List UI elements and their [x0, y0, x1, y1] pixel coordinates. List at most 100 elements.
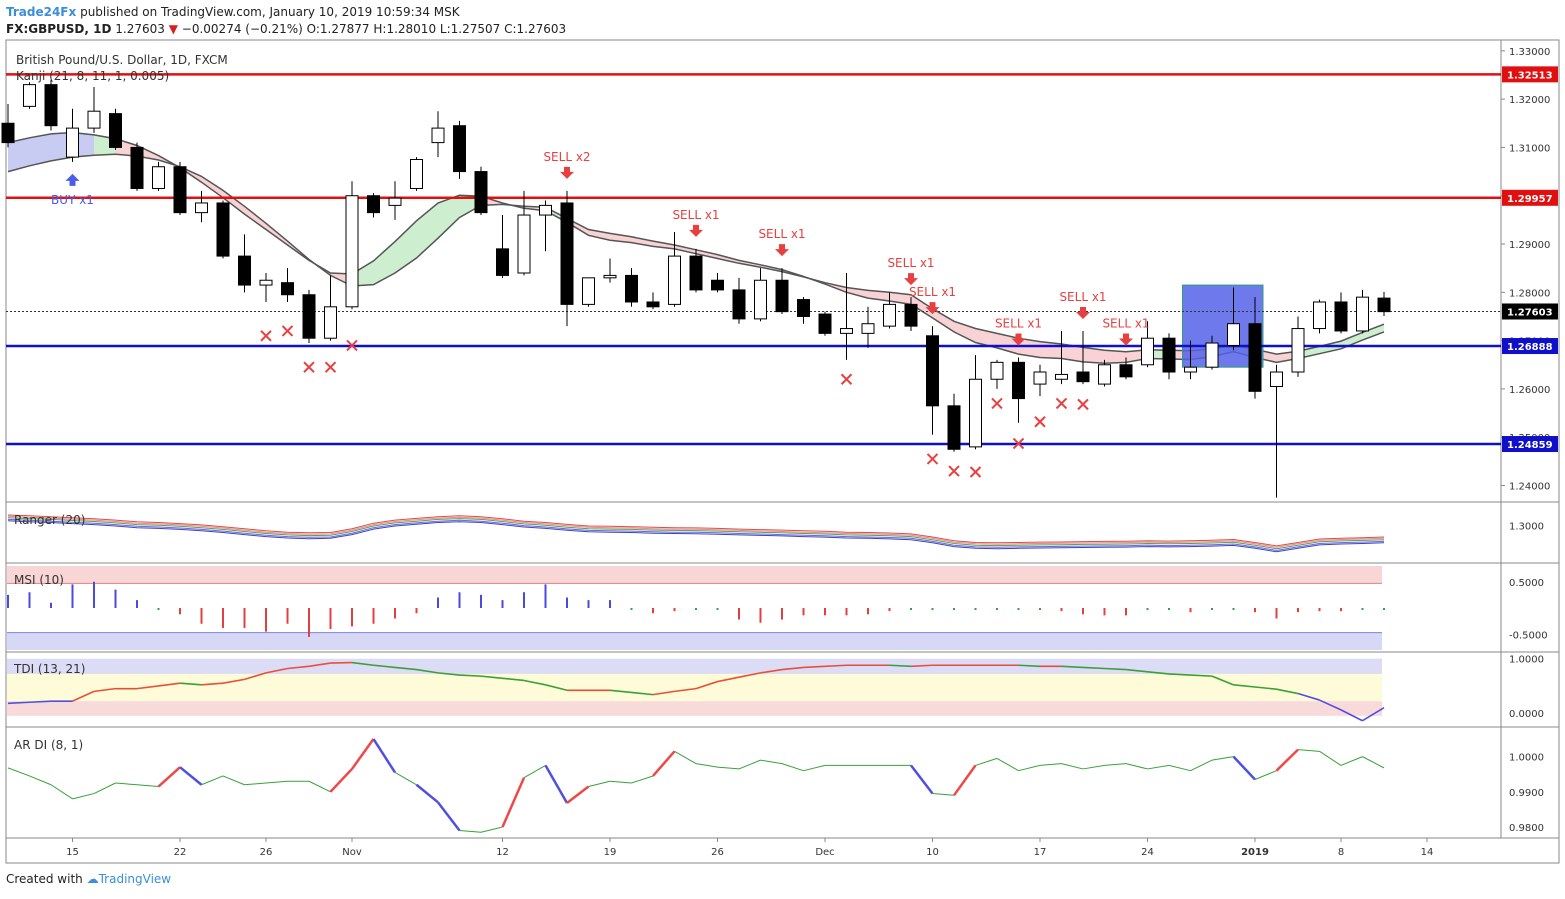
bearish-candle [216, 202, 230, 257]
sell-arrow-icon [1076, 306, 1090, 319]
cloud-segment [373, 241, 395, 285]
ardi-line-segment [975, 757, 998, 766]
resistance-price-label: 1.32513 [1507, 70, 1553, 81]
stop-cross-icon [1012, 437, 1025, 450]
cloud-segment [1341, 332, 1363, 349]
tdi-line-segment [1125, 668, 1148, 673]
ardi-line-segment [1125, 763, 1148, 770]
cloud-segment [932, 308, 954, 332]
cloud-segment [1083, 347, 1105, 364]
tdi-line-segment [717, 676, 740, 683]
ardi-line-segment [415, 783, 439, 804]
tdi-line-segment [265, 667, 288, 674]
bullish-candle [388, 197, 402, 206]
stop-cross-icon [281, 325, 294, 337]
tdi-line-segment [738, 672, 761, 679]
time-tick-label: 26 [711, 847, 724, 858]
sell-arrow-icon [904, 273, 918, 286]
ardi-line-segment [308, 780, 331, 793]
ardi-line-segment [1319, 750, 1342, 766]
ardi-line-segment [29, 775, 52, 786]
bearish-candle [130, 146, 144, 189]
ardi-line-segment [1297, 749, 1320, 752]
bearish-candle [926, 335, 939, 407]
tdi-line-segment [7, 701, 30, 705]
sell-signal-label: SELL x1 [995, 317, 1042, 331]
tdi-line-segment [523, 679, 546, 686]
ardi-line-segment [179, 766, 203, 786]
bearish-candle [474, 171, 488, 214]
last-price: 1.27603 [115, 22, 165, 36]
tdi-line-segment [1276, 688, 1299, 695]
ardi-line-segment [652, 750, 676, 777]
ranger-line-2 [7, 517, 1385, 550]
ardi-line-segment [1190, 759, 1213, 772]
tdi-line-segment [416, 668, 439, 674]
tdi-zone [7, 701, 1382, 716]
ranger-label: Ranger (20) [14, 513, 85, 527]
tdi-line-segment [1319, 699, 1342, 711]
ardi-tick-label: 0.9800 [1509, 823, 1544, 834]
bullish-candle [840, 328, 853, 334]
cloud-segment [244, 206, 266, 230]
tdi-line-segment [330, 661, 353, 664]
bearish-candle [818, 313, 832, 334]
tdi-line-segment [1362, 706, 1385, 722]
tdi-line-segment [1340, 709, 1363, 722]
bearish-candle [1248, 323, 1262, 392]
ardi-line-segment [93, 782, 116, 795]
tradingview-logo-icon[interactable]: ☁ [86, 872, 99, 886]
tdi-line-segment [29, 700, 52, 704]
tdi-line-segment [158, 682, 181, 687]
ardi-line-segment [7, 767, 30, 777]
ardi-label: AR DI (8, 1) [14, 738, 83, 752]
time-tick-label: 19 [604, 847, 617, 858]
bullish-candle [1227, 323, 1240, 346]
indicator-label: Kanji (21, 8, 11, 1, 0.005) [16, 69, 169, 83]
created-with-text: Created with [6, 872, 83, 886]
tdi-line-segment [394, 666, 417, 671]
bearish-candle [238, 255, 251, 286]
tradingview-brand[interactable]: TradingView [98, 872, 172, 886]
tdi-line-segment [93, 687, 116, 693]
ardi-line-segment [1061, 763, 1084, 770]
bullish-candle [23, 84, 36, 107]
tdi-tick-label: 1.0000 [1509, 655, 1544, 666]
sell-signal-label: SELL x1 [758, 227, 805, 241]
ardi-line-segment [760, 759, 783, 765]
bearish-candle [173, 166, 187, 214]
bullish-candle [1313, 301, 1326, 330]
stop-cross-icon [324, 361, 337, 373]
cloud-segment [8, 137, 30, 172]
bearish-candle [711, 279, 724, 291]
ardi-line-segment [1211, 756, 1234, 761]
publisher-name[interactable]: Trade24Fx [6, 5, 77, 19]
stop-cross-icon [1077, 398, 1089, 411]
tdi-line-segment [609, 689, 632, 694]
sell-arrow-icon [925, 302, 940, 315]
bullish-candle [582, 277, 595, 305]
bearish-candle [625, 274, 638, 303]
msi-lower-zone [7, 632, 1382, 650]
tdi-line-segment [1297, 692, 1320, 701]
symbol-label[interactable]: FX:GBPUSD, 1D [6, 22, 112, 36]
ardi-line-segment [157, 766, 181, 788]
ardi-line-segment [1362, 756, 1385, 769]
tdi-line-segment [910, 664, 933, 668]
cloud-segment [674, 244, 696, 254]
tdi-line-segment [1061, 665, 1084, 669]
stop-cross-icon [969, 466, 982, 478]
bullish-candle [517, 214, 531, 274]
cloud-segment [1362, 324, 1384, 341]
sell-arrow-icon [1119, 333, 1133, 346]
bullish-candle [1033, 371, 1047, 385]
close-label: C: [504, 22, 517, 36]
ranger-tick-label: 1.3000 [1509, 522, 1544, 533]
tdi-line-segment [72, 690, 95, 702]
sell-arrow-icon [1011, 333, 1026, 346]
cloud-segment [588, 229, 610, 241]
kanji-upper-line [7, 131, 1385, 355]
tdi-line-segment [1211, 675, 1234, 686]
bullish-candle [754, 279, 767, 320]
